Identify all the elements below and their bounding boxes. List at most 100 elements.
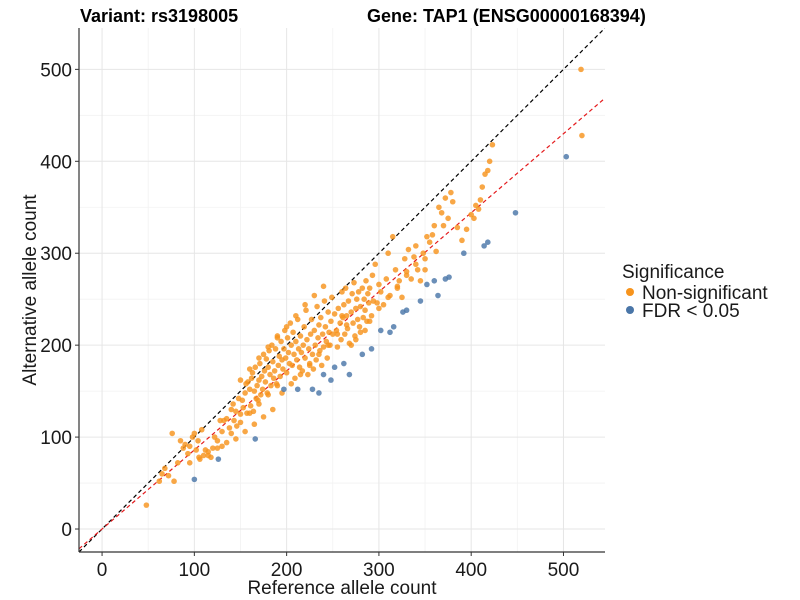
point-non-significant: [429, 232, 436, 238]
point-non-significant: [366, 318, 373, 325]
legend-marker-non-significant: [626, 288, 634, 296]
point-non-significant: [369, 272, 376, 279]
point-non-significant: [354, 316, 361, 323]
title-gene: Gene: TAP1 (ENSG00000168394): [367, 6, 646, 26]
point-non-significant: [424, 233, 430, 240]
point-non-significant: [341, 301, 347, 308]
point-non-significant: [353, 296, 360, 302]
point-non-significant: [191, 430, 198, 437]
point-non-significant: [259, 386, 266, 393]
point-non-significant: [477, 197, 484, 203]
point-non-significant: [362, 307, 368, 314]
point-non-significant: [348, 309, 355, 315]
point-non-significant: [297, 333, 304, 339]
point-non-significant: [246, 386, 253, 393]
axes: [78, 28, 605, 553]
point-non-significant: [317, 314, 324, 321]
point-fdr: [446, 274, 452, 280]
point-non-significant: [454, 224, 461, 231]
point-non-significant: [308, 316, 315, 323]
point-non-significant: [231, 417, 237, 424]
point-non-significant: [355, 289, 362, 295]
point-non-significant: [365, 300, 372, 306]
point-non-significant: [433, 248, 439, 255]
point-non-significant: [380, 301, 387, 308]
point-non-significant: [413, 261, 419, 268]
point-non-significant: [169, 430, 176, 437]
point-non-significant: [448, 189, 454, 196]
point-non-significant: [329, 331, 336, 337]
point-fdr: [481, 243, 487, 249]
point-non-significant: [341, 331, 348, 337]
point-non-significant: [293, 338, 299, 345]
point-non-significant: [417, 278, 424, 284]
point-non-significant: [283, 369, 290, 376]
point-non-significant: [363, 278, 369, 284]
title-variant: Variant: rs3198005: [80, 6, 238, 26]
point-non-significant: [285, 349, 292, 356]
point-fdr: [424, 281, 430, 288]
point-non-significant: [348, 342, 355, 348]
y-tick-label: 400: [40, 152, 72, 173]
point-non-significant: [297, 371, 304, 378]
point-fdr: [431, 278, 438, 284]
point-non-significant: [182, 441, 188, 448]
point-non-significant: [291, 351, 297, 358]
point-non-significant: [260, 414, 267, 420]
point-non-significant: [205, 448, 211, 455]
x-tick-label: 100: [178, 560, 210, 581]
point-non-significant: [174, 460, 181, 466]
point-non-significant: [265, 344, 271, 350]
point-non-significant: [274, 382, 281, 389]
point-fdr: [563, 153, 570, 160]
point-non-significant: [242, 390, 248, 396]
point-non-significant: [271, 368, 278, 374]
point-non-significant: [414, 266, 421, 273]
point-non-significant: [353, 336, 359, 343]
point-non-significant: [159, 471, 165, 477]
point-non-significant: [258, 373, 265, 380]
point-non-significant: [479, 184, 486, 190]
x-tick-label: 0: [97, 560, 108, 581]
point-non-significant: [292, 375, 298, 382]
point-non-significant: [353, 305, 359, 312]
point-non-significant: [247, 403, 254, 409]
point-non-significant: [293, 312, 299, 319]
point-fdr: [485, 239, 491, 245]
point-non-significant: [463, 226, 470, 233]
point-non-significant: [246, 410, 253, 416]
point-non-significant: [214, 445, 221, 451]
point-non-significant: [270, 375, 277, 382]
point-non-significant: [305, 371, 311, 378]
point-non-significant: [399, 294, 405, 301]
point-non-significant: [320, 283, 327, 290]
point-non-significant: [263, 356, 270, 362]
point-fdr: [320, 371, 327, 378]
point-non-significant: [196, 454, 202, 461]
point-non-significant: [385, 250, 391, 257]
point-non-significant: [365, 290, 371, 297]
point-non-significant: [301, 323, 307, 330]
point-non-significant: [343, 322, 350, 328]
x-tick-label: 300: [363, 560, 395, 581]
point-non-significant: [272, 346, 279, 352]
point-non-significant: [359, 285, 366, 291]
point-fdr: [309, 386, 316, 393]
point-non-significant: [261, 368, 268, 374]
point-non-significant: [357, 303, 364, 310]
point-non-significant: [315, 335, 321, 341]
point-non-significant: [374, 300, 380, 306]
point-non-significant: [268, 382, 274, 389]
point-non-significant: [322, 323, 329, 330]
point-non-significant: [277, 373, 283, 380]
point-non-significant: [237, 411, 244, 417]
point-non-significant: [242, 428, 248, 435]
point-fdr: [341, 360, 347, 367]
point-non-significant: [313, 357, 319, 363]
point-non-significant: [304, 336, 310, 343]
point-non-significant: [440, 222, 447, 229]
point-non-significant: [361, 296, 367, 302]
point-fdr: [403, 307, 410, 314]
point-non-significant: [210, 445, 216, 451]
